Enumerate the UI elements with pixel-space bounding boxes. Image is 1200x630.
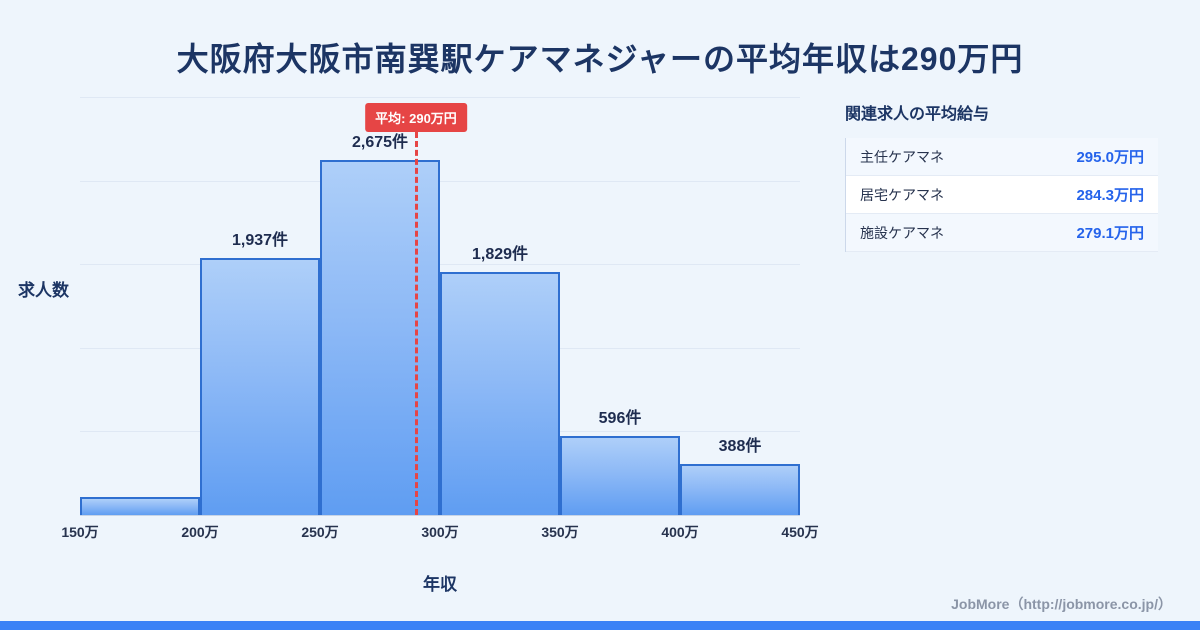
job-average-salary: 295.0万円 bbox=[1076, 149, 1144, 166]
bottom-accent-bar bbox=[0, 621, 1200, 630]
page-title: 大阪府大阪市南巽駅ケアマネジャーの平均年収は290万円 bbox=[176, 41, 1024, 77]
x-tick-label: 150万 bbox=[61, 524, 99, 540]
bar-value-label: 388件 bbox=[718, 438, 762, 455]
gridline bbox=[80, 180, 800, 182]
x-axis-label: 年収 bbox=[423, 575, 457, 594]
related-salary-table: 主任ケアマネ 295.0万円居宅ケアマネ 284.3万円施設ケアマネ 279.1万円 bbox=[845, 138, 1158, 252]
histogram-plot-area: 1,937件 2,675件 1,829件 596件 388件 平均: 290万円 bbox=[80, 97, 800, 516]
salary-table-row: 施設ケアマネ 279.1万円 bbox=[846, 214, 1158, 252]
histogram-bar bbox=[320, 160, 440, 515]
histogram-bar bbox=[200, 258, 320, 515]
average-badge: 平均: 290万円 bbox=[365, 103, 467, 132]
gridline bbox=[80, 264, 800, 266]
x-tick-label: 350万 bbox=[541, 524, 579, 540]
job-average-salary: 284.3万円 bbox=[1076, 187, 1144, 204]
salary-table-row: 居宅ケアマネ 284.3万円 bbox=[846, 176, 1158, 214]
x-tick-label: 300万 bbox=[421, 524, 459, 540]
average-line bbox=[415, 123, 418, 515]
histogram-bar bbox=[80, 497, 200, 515]
histogram-bar bbox=[560, 436, 680, 515]
job-average-salary: 279.1万円 bbox=[1076, 225, 1144, 242]
salary-table-row: 主任ケアマネ 295.0万円 bbox=[846, 138, 1158, 176]
related-salary-heading: 関連求人の平均給与 bbox=[845, 106, 990, 123]
bar-value-label: 1,937件 bbox=[231, 232, 289, 249]
job-name: 居宅ケアマネ bbox=[860, 186, 944, 203]
footer-credit: JobMore（http://jobmore.co.jp/） bbox=[951, 596, 1172, 612]
x-tick-label: 450万 bbox=[781, 524, 819, 540]
histogram-bar bbox=[680, 464, 800, 515]
x-tick-label: 400万 bbox=[661, 524, 699, 540]
bar-value-label: 596件 bbox=[598, 410, 642, 427]
histogram-bar bbox=[440, 272, 560, 515]
y-axis-label: 求人数 bbox=[18, 281, 69, 300]
gridline bbox=[80, 515, 800, 516]
gridline bbox=[80, 97, 800, 98]
job-name: 施設ケアマネ bbox=[860, 224, 944, 241]
bar-value-label: 1,829件 bbox=[471, 246, 529, 263]
x-tick-label: 250万 bbox=[301, 524, 339, 540]
x-tick-label: 200万 bbox=[181, 524, 219, 540]
bar-value-label: 2,675件 bbox=[351, 134, 409, 151]
job-name: 主任ケアマネ bbox=[860, 148, 944, 165]
